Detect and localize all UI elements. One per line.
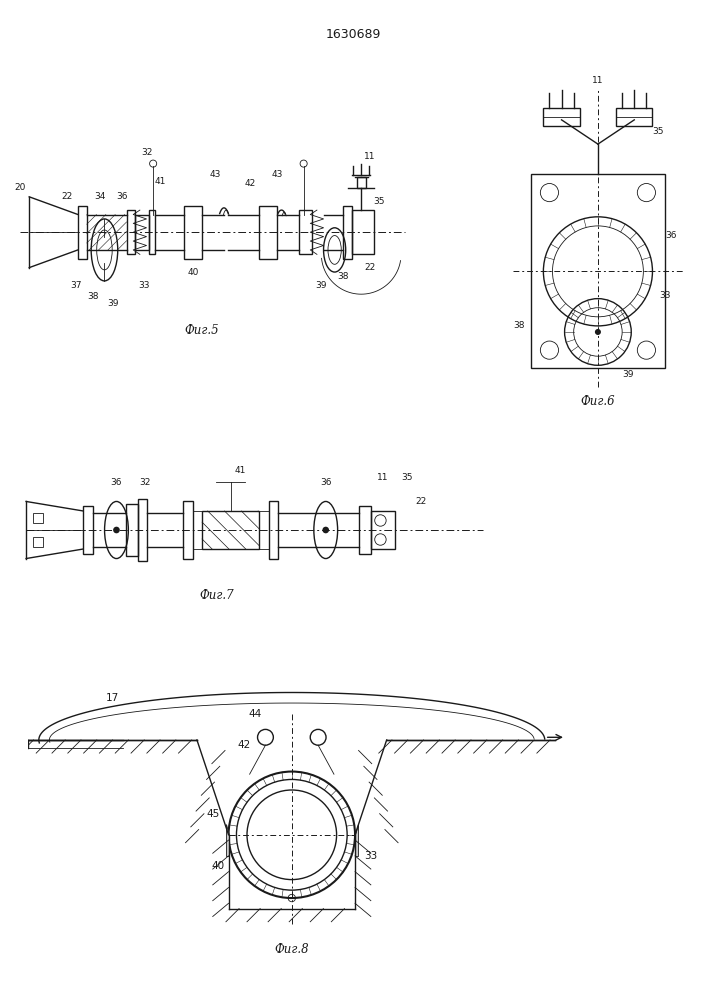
Polygon shape xyxy=(226,824,228,856)
Bar xyxy=(126,504,138,556)
Text: 36: 36 xyxy=(111,478,122,487)
Text: 36: 36 xyxy=(320,478,332,487)
Bar xyxy=(259,511,269,549)
Bar xyxy=(531,174,665,368)
Text: 42: 42 xyxy=(245,179,256,188)
Bar xyxy=(299,210,312,254)
Bar xyxy=(357,177,366,188)
Bar xyxy=(371,511,395,549)
Text: 44: 44 xyxy=(248,709,262,719)
Text: 33: 33 xyxy=(364,851,378,861)
Text: Фиг.8: Фиг.8 xyxy=(274,943,309,956)
Bar xyxy=(184,206,201,259)
Text: 32: 32 xyxy=(139,478,151,487)
Text: 36: 36 xyxy=(665,231,677,239)
Text: 20: 20 xyxy=(15,183,26,192)
Text: 11: 11 xyxy=(364,152,376,161)
Text: 35: 35 xyxy=(373,197,385,206)
Text: 39: 39 xyxy=(622,370,634,379)
Text: 37: 37 xyxy=(70,281,81,290)
Bar xyxy=(127,210,136,254)
Text: 43: 43 xyxy=(209,170,221,179)
Bar xyxy=(33,513,42,523)
Bar xyxy=(83,506,93,554)
Text: 39: 39 xyxy=(315,281,327,290)
Text: 11: 11 xyxy=(592,76,604,85)
Text: 22: 22 xyxy=(62,192,72,201)
Text: 45: 45 xyxy=(206,809,219,819)
Text: 35: 35 xyxy=(653,127,665,136)
Text: 1630689: 1630689 xyxy=(326,28,381,41)
Bar xyxy=(136,215,148,250)
Text: 34: 34 xyxy=(94,192,106,201)
Text: 17: 17 xyxy=(106,693,119,703)
Text: 41: 41 xyxy=(154,177,165,186)
Text: 41: 41 xyxy=(235,466,246,475)
Text: 22: 22 xyxy=(364,263,375,272)
Bar xyxy=(544,108,580,126)
Bar xyxy=(359,506,371,554)
Text: 38: 38 xyxy=(88,292,99,301)
Bar xyxy=(78,206,87,259)
Bar xyxy=(148,210,156,254)
Text: 35: 35 xyxy=(401,473,412,482)
Bar xyxy=(33,537,42,547)
Bar xyxy=(259,206,277,259)
Bar xyxy=(616,108,653,126)
Text: 11: 11 xyxy=(377,473,389,482)
Circle shape xyxy=(595,329,601,335)
Text: Фиг.6: Фиг.6 xyxy=(580,395,615,408)
Text: 32: 32 xyxy=(141,148,152,157)
Text: Фиг.7: Фиг.7 xyxy=(199,589,233,602)
Text: 38: 38 xyxy=(338,272,349,281)
Circle shape xyxy=(322,527,329,533)
Text: 33: 33 xyxy=(139,281,150,290)
Bar xyxy=(202,511,259,549)
Bar xyxy=(352,210,375,254)
Circle shape xyxy=(324,528,327,532)
Text: 39: 39 xyxy=(107,299,119,308)
Bar xyxy=(269,501,278,559)
Text: 40: 40 xyxy=(211,861,225,871)
Text: 42: 42 xyxy=(238,740,251,750)
Bar xyxy=(344,206,352,259)
Text: 33: 33 xyxy=(659,291,670,300)
Text: 38: 38 xyxy=(513,321,525,330)
Text: 22: 22 xyxy=(415,497,426,506)
Text: 40: 40 xyxy=(187,268,199,277)
Text: 43: 43 xyxy=(271,170,283,179)
Circle shape xyxy=(113,527,119,533)
Text: 36: 36 xyxy=(117,192,128,201)
Bar xyxy=(183,501,192,559)
Text: Фиг.5: Фиг.5 xyxy=(185,324,219,337)
Polygon shape xyxy=(355,824,358,856)
Bar xyxy=(192,511,202,549)
Bar xyxy=(138,499,147,561)
